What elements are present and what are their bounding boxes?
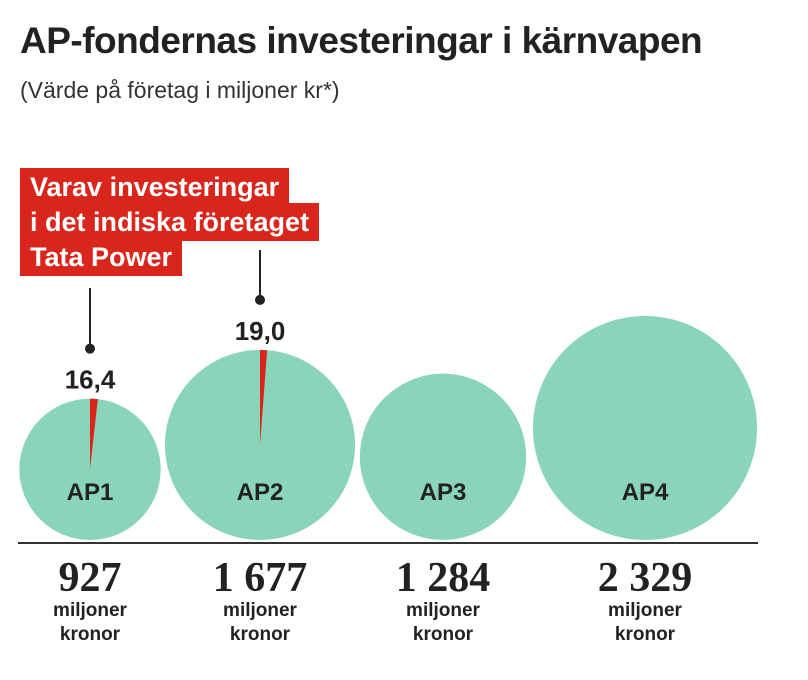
callout-line-2: i det indiska företaget — [20, 203, 320, 241]
unit-line1-ap1: miljoner — [53, 600, 128, 621]
fund-label-ap3: AP3 — [420, 479, 467, 506]
total-value-ap2: 1 677 — [213, 555, 308, 601]
unit-line1-ap2: miljoner — [223, 600, 298, 621]
leader-dot-ap2 — [255, 294, 265, 305]
bubble-ap4 — [533, 316, 757, 540]
unit-line1-ap3: miljoner — [406, 600, 481, 621]
unit-line1-ap4: miljoner — [608, 600, 683, 621]
tata-wedge-ap2 — [260, 349, 268, 445]
fund-label-ap1: AP1 — [67, 479, 114, 506]
total-value-ap3: 1 284 — [396, 555, 491, 601]
tata-value-label-ap1: 16,4 — [65, 365, 116, 395]
total-value-ap1: 927 — [59, 555, 122, 601]
callout-line-1: Varav investeringar — [20, 168, 290, 206]
chart-title: AP-fondernas investeringar i kärnvapen — [20, 20, 703, 61]
tata-value-label-ap2: 19,0 — [235, 316, 286, 346]
callout-line-3: Tata Power — [20, 238, 183, 276]
unit-line2-ap4: kronor — [615, 624, 676, 645]
tata-wedge-ap1 — [90, 398, 98, 470]
bubble-ap3 — [359, 373, 527, 540]
unit-line2-ap3: kronor — [413, 624, 474, 645]
chart-subtitle: (Värde på företag i miljoner kr*) — [20, 77, 340, 103]
unit-line2-ap1: kronor — [60, 624, 121, 645]
total-value-ap4: 2 329 — [598, 555, 693, 601]
fund-label-ap4: AP4 — [622, 479, 669, 506]
fund-label-ap2: AP2 — [237, 479, 284, 506]
bubble-ap1 — [19, 398, 161, 540]
unit-line2-ap2: kronor — [230, 624, 291, 645]
leader-dot-ap1 — [85, 343, 95, 354]
